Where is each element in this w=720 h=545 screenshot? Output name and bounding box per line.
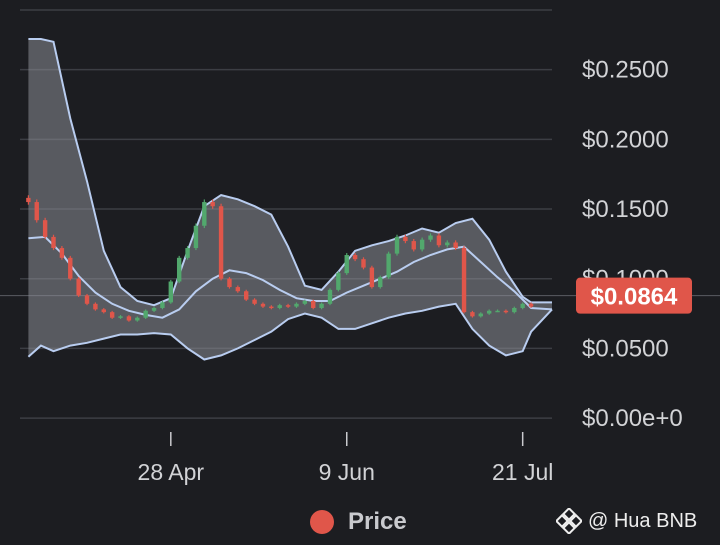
candle-2024-05-22 xyxy=(269,305,274,310)
y-tick-label-2: $0.1500 xyxy=(582,196,669,223)
y-tick-label-0: $0.2500 xyxy=(582,57,669,84)
candle-2024-05-20 xyxy=(260,302,266,308)
candle-2024-05-30 xyxy=(302,299,308,306)
watermark-text: @ Hua BNB xyxy=(588,509,698,532)
candle-2024-06-23 xyxy=(403,234,408,244)
candle-2024-05-14 xyxy=(235,285,241,293)
candle-2024-07-17 xyxy=(503,309,509,314)
candle-2024-04-02 xyxy=(59,246,65,260)
candle-2024-05-26 xyxy=(285,303,291,308)
candle-2024-03-25 xyxy=(26,195,31,205)
candle-2024-04-30 xyxy=(176,255,182,284)
candle-2024-06-17 xyxy=(378,275,383,289)
candle-2024-06-01 xyxy=(311,299,316,310)
candle-2024-04-06 xyxy=(76,277,81,297)
candle-2024-07-01 xyxy=(436,233,442,248)
candle-2024-06-09 xyxy=(344,253,349,275)
candle-2024-07-21 xyxy=(520,302,525,310)
candle-2024-06-05 xyxy=(327,288,333,306)
candle-2024-04-26 xyxy=(160,301,165,310)
candle-2024-03-27 xyxy=(34,199,39,223)
candle-2024-06-19 xyxy=(386,251,391,280)
candle-2024-07-23 xyxy=(528,302,534,308)
candle-2024-04-18 xyxy=(126,315,132,322)
current-price-label: $0.0864 xyxy=(591,284,678,311)
candle-2024-06-29 xyxy=(428,233,433,242)
candle-2024-07-07 xyxy=(461,246,467,314)
candle-2024-05-18 xyxy=(252,298,257,306)
candle-2024-05-24 xyxy=(277,303,282,310)
candle-2024-06-07 xyxy=(336,271,341,292)
candle-2024-06-03 xyxy=(319,302,324,310)
candle-2024-04-20 xyxy=(135,316,140,322)
y-tick-label-1: $0.2000 xyxy=(582,126,669,153)
candle-2024-04-14 xyxy=(109,310,115,319)
y-tick-label-4: $0.0500 xyxy=(582,335,669,362)
candle-2024-04-08 xyxy=(84,293,90,306)
candle-2024-07-03 xyxy=(445,240,450,248)
bollinger-upper-line xyxy=(28,38,552,307)
binance-logo-icon xyxy=(556,508,582,534)
candle-2024-05-28 xyxy=(294,302,299,308)
candle-2024-06-21 xyxy=(394,234,400,256)
candlesticks xyxy=(26,195,534,322)
candle-2024-03-29 xyxy=(42,217,48,240)
candle-2024-06-25 xyxy=(411,238,416,252)
candle-2024-04-24 xyxy=(151,306,157,313)
candle-2024-05-08 xyxy=(210,199,215,209)
candle-2024-07-09 xyxy=(470,310,475,318)
candle-2024-05-16 xyxy=(244,289,249,302)
candle-2024-04-28 xyxy=(168,279,174,304)
candle-2024-04-22 xyxy=(143,309,148,319)
candle-2024-05-04 xyxy=(193,223,199,251)
legend-price-label: Price xyxy=(348,508,407,535)
current-price-marker: $0.0864 xyxy=(576,277,692,314)
candle-2024-06-11 xyxy=(352,253,358,262)
candle-2024-07-15 xyxy=(495,309,500,313)
candle-2024-05-10 xyxy=(218,203,224,281)
x-tick-label-2: 21 Jul xyxy=(492,459,553,485)
bollinger-lower-line xyxy=(27,302,553,361)
bollinger-middle-line xyxy=(28,235,553,319)
candle-2024-07-13 xyxy=(486,309,492,315)
candle-2024-06-27 xyxy=(419,237,425,252)
bollinger-band-fill xyxy=(28,39,552,360)
legend-price-swatch xyxy=(310,510,334,534)
candle-2024-07-11 xyxy=(478,312,483,318)
candle-2024-03-31 xyxy=(51,234,56,251)
candle-2024-04-10 xyxy=(93,302,98,311)
candle-2024-07-05 xyxy=(453,240,458,251)
candle-2024-04-04 xyxy=(68,255,73,281)
candle-2024-04-12 xyxy=(101,308,106,314)
candle-2024-04-16 xyxy=(118,315,123,319)
candle-2024-07-19 xyxy=(512,306,517,314)
candle-2024-05-02 xyxy=(185,246,190,260)
bollinger-bands xyxy=(27,38,553,361)
x-tick-label-1: 9 Jun xyxy=(319,459,375,485)
y-tick-label-5: $0.00e+0 xyxy=(582,405,683,432)
legend[interactable]: Price xyxy=(310,506,407,538)
x-tick-label-0: 28 Apr xyxy=(138,459,205,485)
watermark: @ Hua BNB xyxy=(556,506,697,536)
candle-2024-05-12 xyxy=(227,277,232,289)
candle-2024-06-13 xyxy=(361,257,366,270)
candle-2024-05-06 xyxy=(202,199,207,229)
candle-2024-06-15 xyxy=(369,265,375,289)
current-price-badge xyxy=(576,277,692,314)
